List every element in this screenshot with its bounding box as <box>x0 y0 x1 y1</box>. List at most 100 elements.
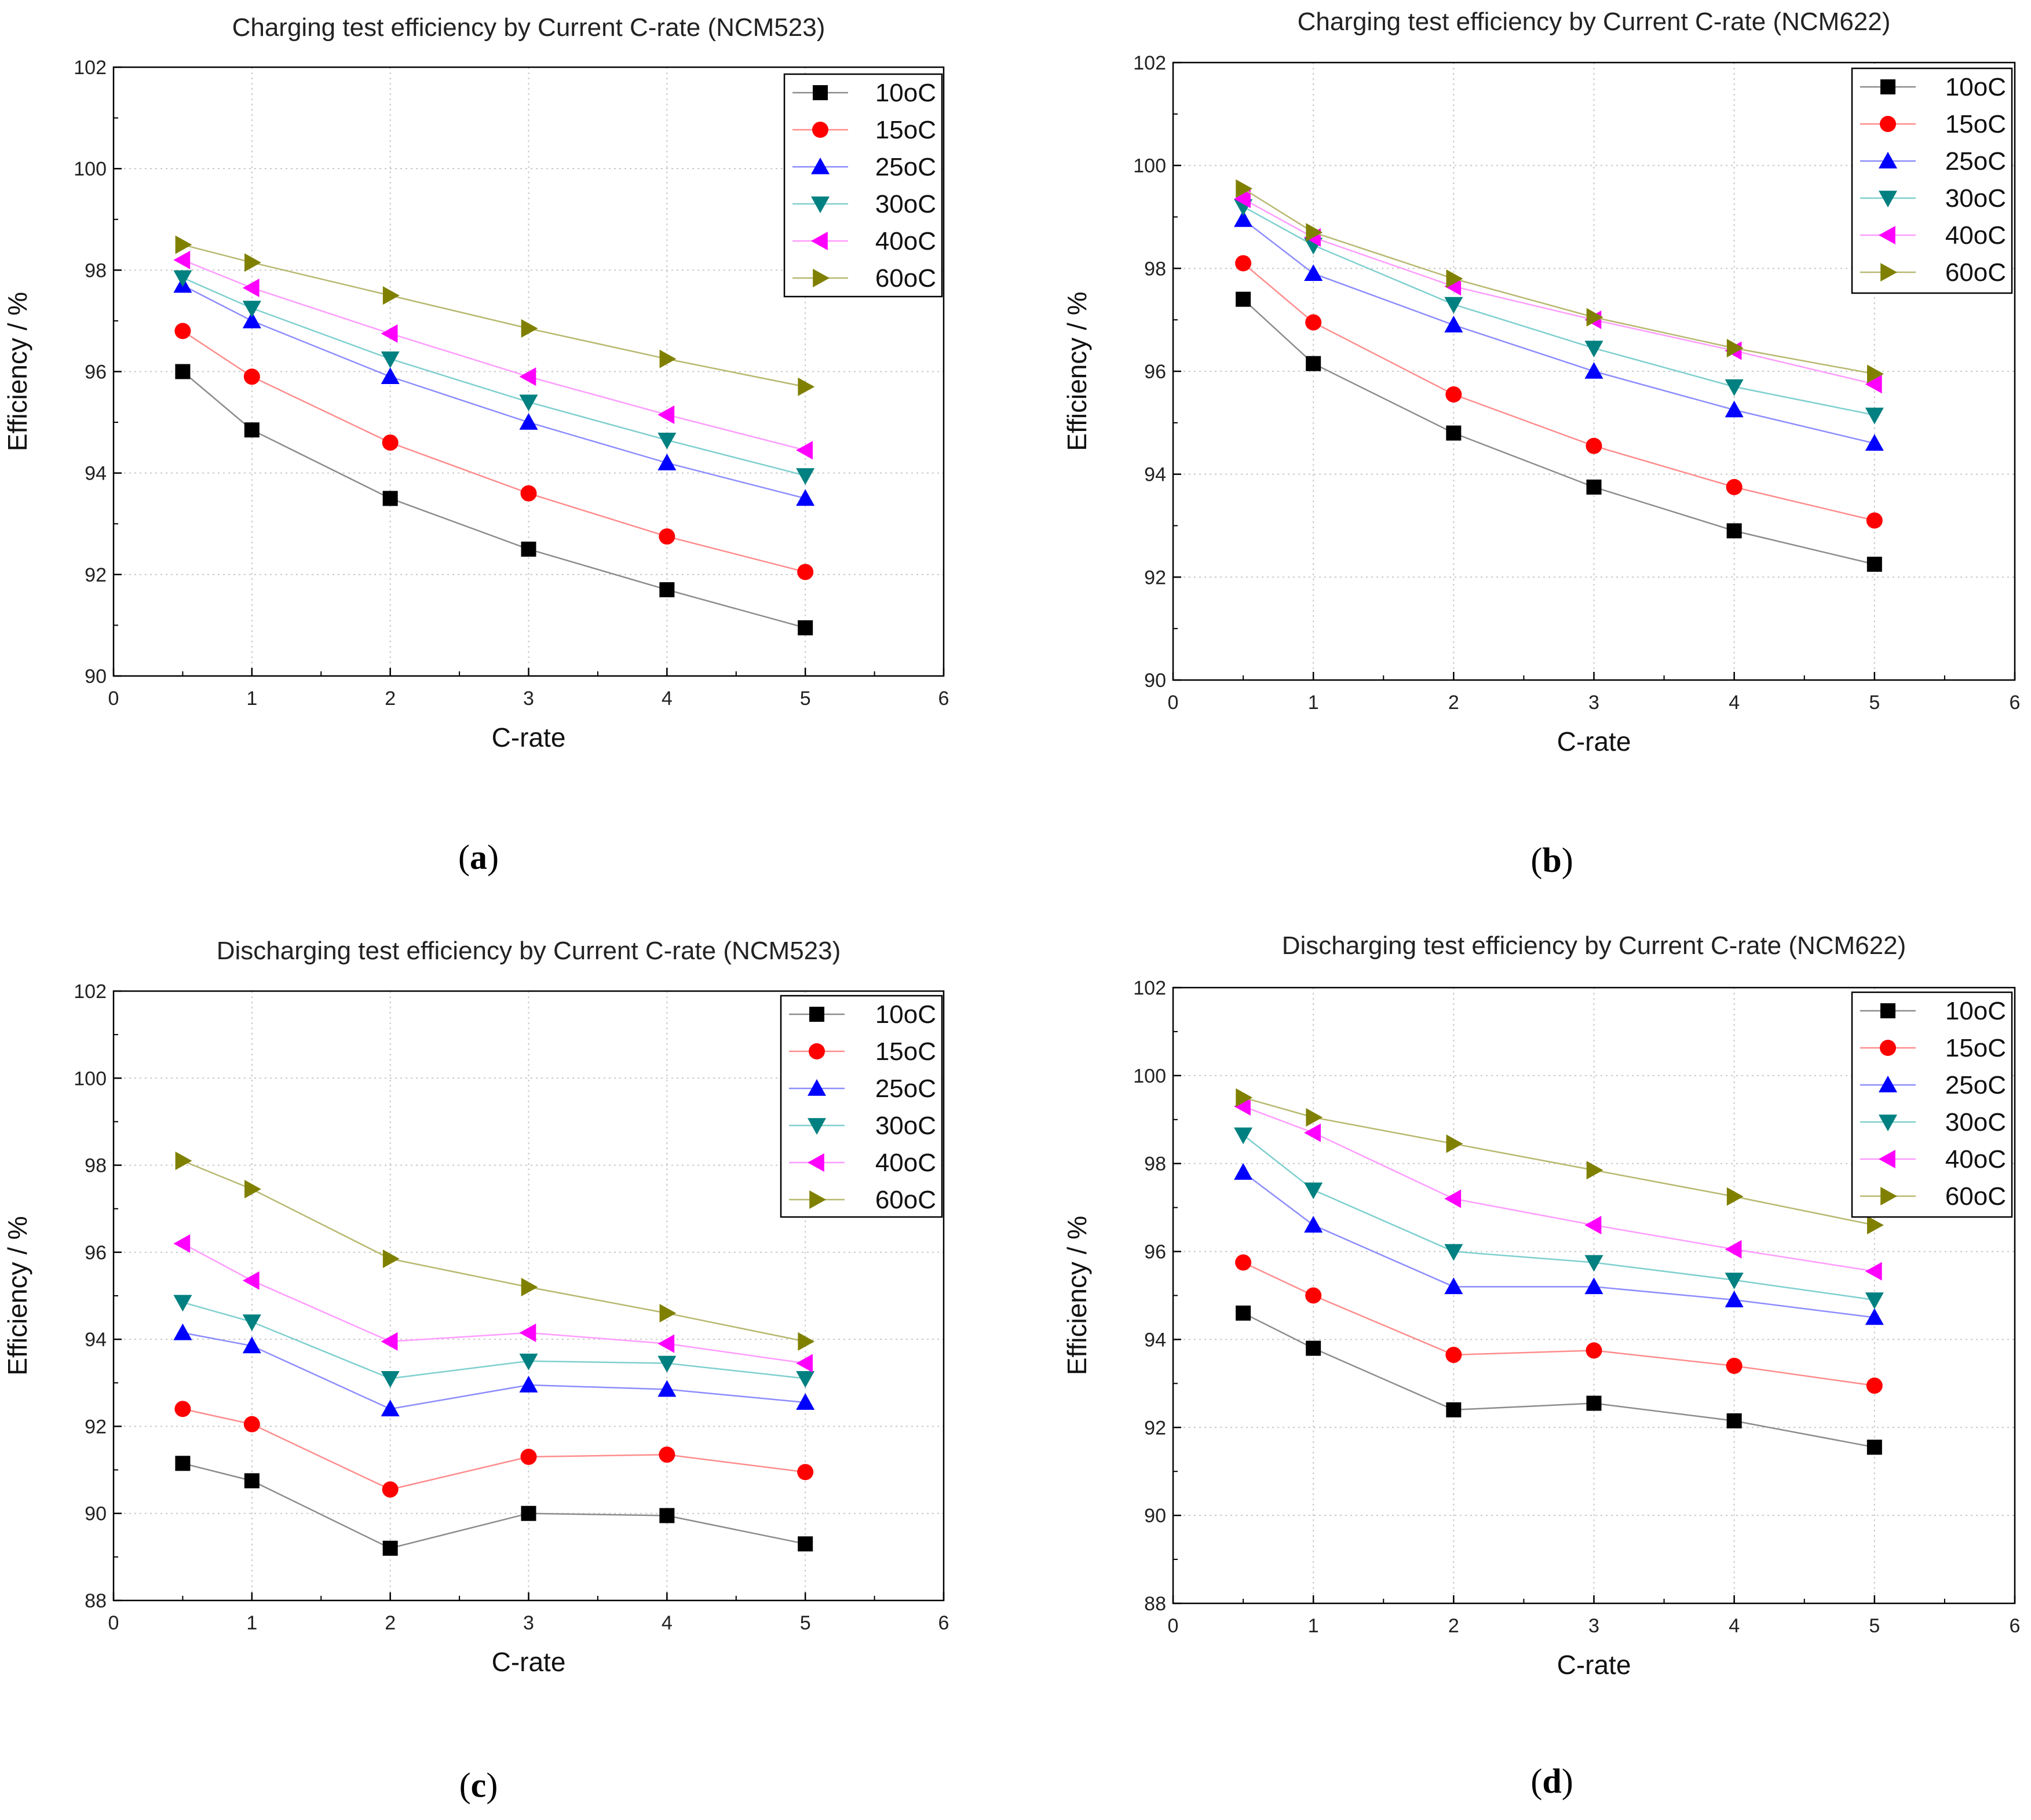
series-line-25oC <box>182 284 806 499</box>
x-tick-label: 2 <box>1448 692 1459 714</box>
series-40oC <box>1234 1097 1882 1281</box>
legend-marker-40oC <box>811 232 828 250</box>
data-point-25oC <box>1584 362 1603 379</box>
panel-caption: (c) <box>459 1766 498 1804</box>
data-point-60oC <box>175 235 192 254</box>
data-point-60oC <box>1586 1161 1603 1180</box>
x-tick-label: 0 <box>108 688 119 710</box>
x-tick-label: 5 <box>1869 692 1880 714</box>
y-tick-label: 92 <box>1144 1417 1166 1439</box>
legend-marker-30oC <box>811 196 830 213</box>
legend-marker-30oC <box>1879 1114 1897 1131</box>
y-tick-label: 98 <box>1144 1153 1166 1175</box>
data-point-40oC <box>1234 189 1251 209</box>
y-tick-label: 102 <box>1133 52 1166 74</box>
data-point-60oC <box>1306 223 1323 242</box>
y-tick-label: 96 <box>85 1242 107 1264</box>
series-line-15oC <box>182 330 806 573</box>
legend-marker-15oC <box>1880 1040 1896 1056</box>
series-line-10oC <box>182 1463 806 1549</box>
legend-marker-30oC <box>808 1118 826 1135</box>
legend-label-40oC: 40oC <box>1945 1145 2006 1174</box>
chart-panel-d: Discharging test efficiency by Current C… <box>1062 931 2021 1800</box>
legend-marker-25oC <box>1879 152 1897 169</box>
data-point-25oC <box>1865 434 1884 451</box>
data-point-40oC <box>242 1271 260 1290</box>
x-tick-label: 4 <box>1729 1615 1740 1637</box>
y-tick-label: 98 <box>85 1155 107 1177</box>
data-point-30oC <box>173 1295 192 1312</box>
legend: 10oC 15oC 25oC 30oC 40oC 60oC <box>780 995 943 1218</box>
data-point-15oC <box>1866 1377 1883 1394</box>
data-point-40oC <box>796 441 813 460</box>
series-60oC <box>1236 1088 1884 1235</box>
data-point-10oC <box>521 1505 536 1521</box>
legend-marker-60oC <box>1880 1187 1897 1205</box>
y-tick-label: 96 <box>1144 361 1166 383</box>
x-tick-label: 3 <box>523 1612 534 1634</box>
data-point-30oC <box>1865 1292 1884 1310</box>
data-point-30oC <box>1725 379 1744 396</box>
x-axis-label: C-rate <box>492 1647 566 1677</box>
y-tick-label: 102 <box>74 981 107 1003</box>
x-tick-label: 6 <box>938 1612 949 1634</box>
data-point-30oC <box>242 301 261 318</box>
chart-title: Discharging test efficiency by Current C… <box>217 937 841 965</box>
data-point-25oC <box>381 1399 400 1417</box>
data-point-15oC <box>1586 437 1602 454</box>
y-tick-label: 92 <box>85 1416 107 1438</box>
data-point-60oC <box>1446 269 1463 288</box>
legend-label-30oC: 30oC <box>875 1112 936 1140</box>
x-tick-label: 6 <box>2010 1615 2021 1637</box>
data-point-15oC <box>1305 314 1322 331</box>
data-point-30oC <box>519 394 538 412</box>
legend-label-40oC: 40oC <box>875 227 936 255</box>
data-point-40oC <box>1725 1240 1742 1259</box>
series-10oC <box>175 1456 813 1556</box>
data-point-10oC <box>244 1473 260 1489</box>
data-point-10oC <box>382 1540 398 1556</box>
data-point-25oC <box>1304 264 1323 282</box>
data-point-15oC <box>1445 1347 1462 1364</box>
series-30oC <box>173 270 815 485</box>
series-line-40oC <box>182 1242 806 1364</box>
data-point-40oC <box>173 1234 191 1253</box>
data-point-25oC <box>242 1336 261 1354</box>
y-tick-label: 94 <box>1144 1329 1166 1351</box>
panel-caption-letter: c <box>471 1766 487 1804</box>
data-point-30oC <box>1444 1244 1463 1261</box>
data-point-15oC <box>1305 1287 1322 1304</box>
data-point-25oC <box>519 413 538 430</box>
y-tick-label: 88 <box>1144 1593 1166 1615</box>
data-point-15oC <box>797 564 814 580</box>
series-line-40oC <box>1243 1105 1875 1272</box>
data-point-25oC <box>381 367 400 385</box>
x-axis-label: C-rate <box>492 722 566 752</box>
data-point-40oC <box>242 278 260 297</box>
data-point-25oC <box>1444 1277 1463 1295</box>
data-point-15oC <box>1726 478 1743 495</box>
legend-marker-30oC <box>1879 191 1897 207</box>
x-tick-label: 4 <box>1729 692 1740 714</box>
series-25oC <box>1234 210 1884 451</box>
data-point-10oC <box>175 364 191 379</box>
data-point-60oC <box>798 1332 815 1351</box>
y-tick-label: 90 <box>1144 670 1166 692</box>
series-40oC <box>173 1234 813 1373</box>
data-point-60oC <box>244 253 261 272</box>
data-point-30oC <box>1304 1182 1323 1200</box>
data-point-60oC <box>659 349 677 368</box>
data-point-10oC <box>798 1536 813 1552</box>
panel-caption: (d) <box>1530 1762 1573 1800</box>
data-point-30oC <box>1234 1127 1253 1145</box>
data-point-10oC <box>1446 425 1462 441</box>
x-axis-label: C-rate <box>1557 1650 1631 1680</box>
data-point-10oC <box>1236 291 1251 307</box>
legend-marker-10oC <box>1880 79 1895 94</box>
series-60oC <box>175 235 815 396</box>
series-60oC <box>175 1152 815 1351</box>
legend-label-40oC: 40oC <box>875 1149 936 1177</box>
legend-marker-15oC <box>1880 116 1896 132</box>
data-point-30oC <box>796 468 815 485</box>
data-point-30oC <box>173 270 192 287</box>
